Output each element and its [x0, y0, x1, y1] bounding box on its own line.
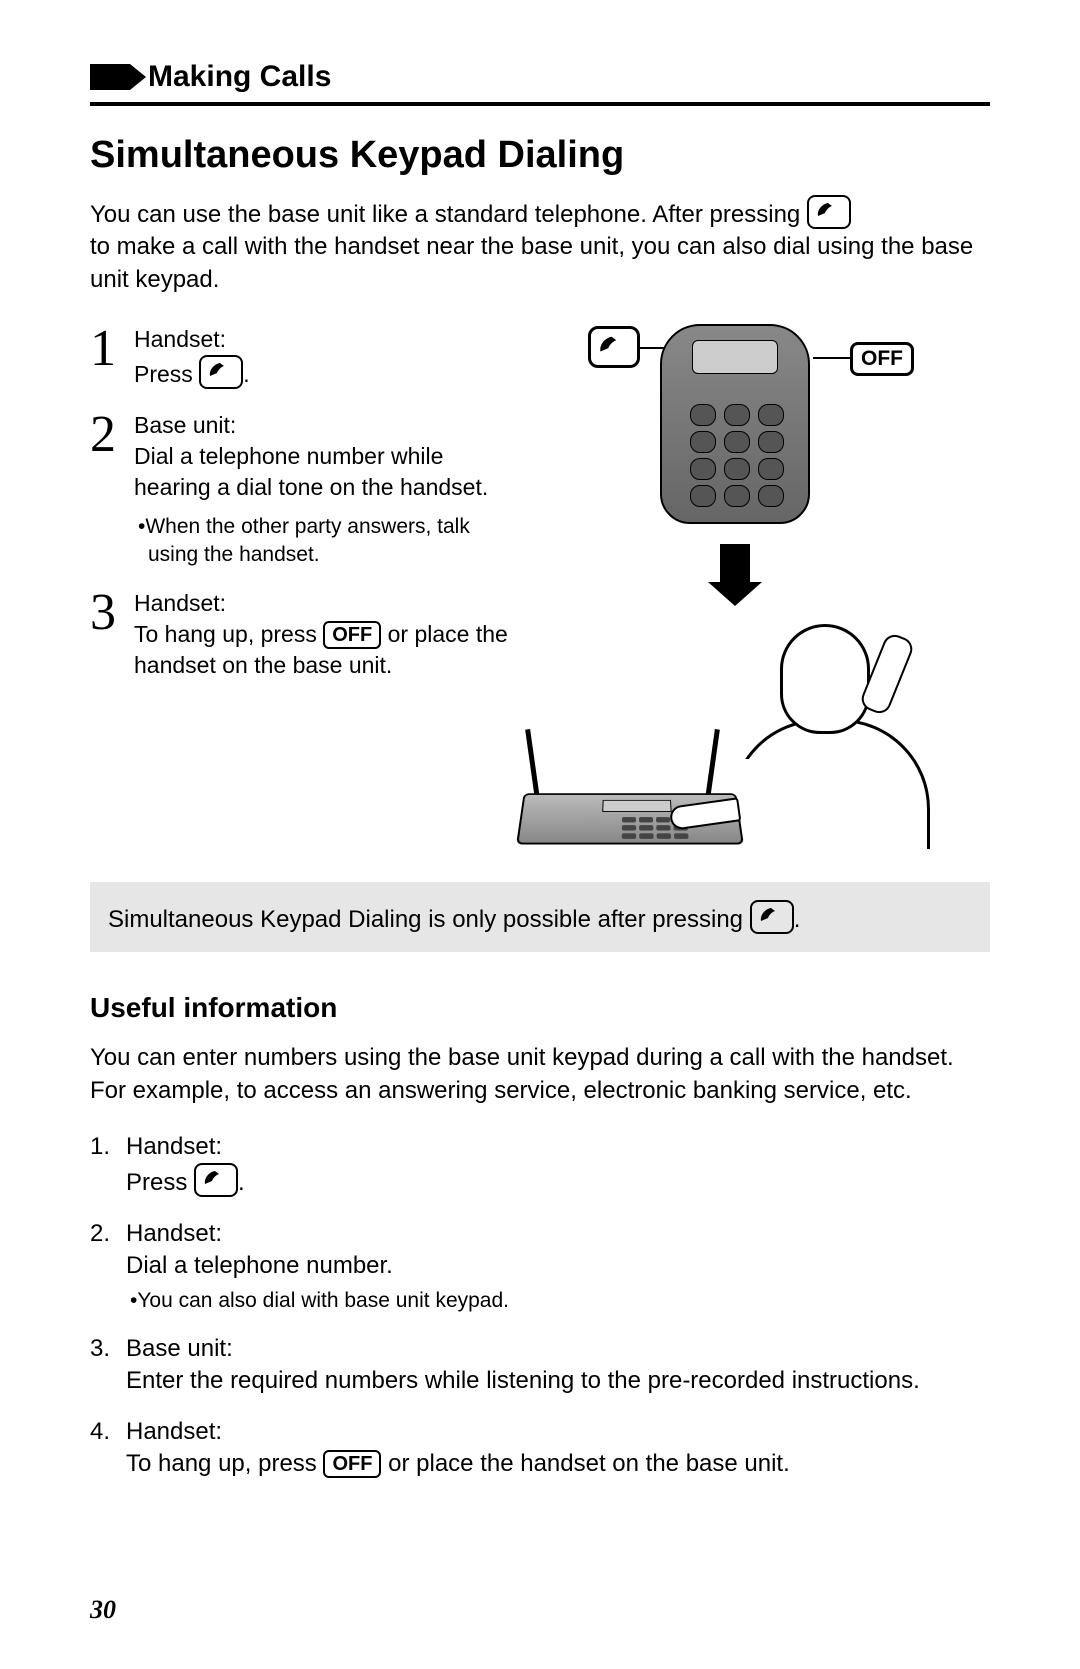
list-label: Base unit: — [126, 1335, 233, 1362]
list-text: Dial a telephone number. — [126, 1252, 393, 1279]
step-number: 2 — [90, 410, 134, 568]
list-text-post: or place the handset on the base unit. — [388, 1450, 790, 1477]
off-key-icon: OFF — [323, 1450, 381, 1478]
talk-icon — [194, 1163, 238, 1197]
intro-text-1: You can use the base unit like a standar… — [90, 201, 807, 228]
step-number: 3 — [90, 588, 134, 681]
list-label: Handset: — [126, 1220, 222, 1247]
step-text: Dial a telephone number while hearing a … — [134, 443, 488, 500]
steps-column: 1 Handset: Press . 2 Base unit: Dial a t… — [90, 324, 520, 854]
step-text-post: . — [243, 361, 249, 387]
list-text-post: . — [238, 1169, 245, 1196]
step-label: Handset: — [134, 326, 226, 352]
handset-illustration — [660, 324, 810, 524]
note-box: Simultaneous Keypad Dialing is only poss… — [90, 882, 990, 952]
intro-text-2: to make a call with the handset near the… — [90, 233, 973, 292]
list-number: 1. — [90, 1131, 126, 1200]
talk-icon — [750, 900, 794, 934]
step-body: Base unit: Dial a telephone number while… — [134, 410, 520, 568]
talk-icon — [199, 355, 243, 389]
usage-illustration — [500, 624, 950, 854]
list-label: Handset: — [126, 1418, 222, 1445]
list-text-pre: Press — [126, 1169, 194, 1196]
step-1: 1 Handset: Press . — [90, 324, 520, 390]
list-text: Enter the required numbers while listeni… — [126, 1367, 920, 1394]
list-item: 2. Handset: Dial a telephone number. •Yo… — [90, 1218, 990, 1315]
step-substep: •When the other party answers, talk usin… — [134, 513, 520, 568]
step-label: Handset: — [134, 590, 226, 616]
list-number: 2. — [90, 1218, 126, 1315]
step-3: 3 Handset: To hang up, press OFF or plac… — [90, 588, 520, 681]
talk-callout-icon — [588, 326, 640, 368]
note-text-pre: Simultaneous Keypad Dialing is only poss… — [108, 906, 750, 933]
step-body: Handset: To hang up, press OFF or place … — [134, 588, 520, 681]
steps-and-figure: 1 Handset: Press . 2 Base unit: Dial a t… — [90, 324, 990, 854]
off-key-icon: OFF — [323, 621, 381, 649]
section-header: Making Calls — [90, 60, 990, 94]
step-body: Handset: Press . — [134, 324, 250, 390]
figure-column: OFF — [540, 324, 990, 854]
useful-list: 1. Handset: Press . 2. Handset: Dial a t… — [90, 1131, 990, 1480]
talk-icon — [807, 195, 851, 229]
off-callout: OFF — [850, 342, 914, 376]
section-title: Making Calls — [148, 60, 331, 94]
step-label: Base unit: — [134, 412, 236, 438]
step-text-pre: Press — [134, 361, 199, 387]
list-item: 3. Base unit: Enter the required numbers… — [90, 1333, 990, 1398]
header-rule — [90, 102, 990, 106]
list-number: 3. — [90, 1333, 126, 1398]
list-subtext: •You can also dial with base unit keypad… — [126, 1287, 990, 1315]
list-text-pre: To hang up, press — [126, 1450, 323, 1477]
arrow-icon — [90, 64, 130, 90]
step-text-pre: To hang up, press — [134, 621, 323, 647]
list-item: 1. Handset: Press . — [90, 1131, 990, 1200]
note-text-post: . — [794, 906, 801, 933]
page-number: 30 — [90, 1595, 116, 1625]
intro-paragraph: You can use the base unit like a standar… — [90, 195, 990, 296]
useful-heading: Useful information — [90, 992, 990, 1024]
useful-paragraph: You can enter numbers using the base uni… — [90, 1042, 990, 1107]
down-arrow-icon — [720, 544, 750, 584]
page-title: Simultaneous Keypad Dialing — [90, 134, 990, 177]
list-item: 4. Handset: To hang up, press OFF or pla… — [90, 1416, 990, 1481]
list-number: 4. — [90, 1416, 126, 1481]
list-label: Handset: — [126, 1133, 222, 1160]
step-number: 1 — [90, 324, 134, 390]
step-2: 2 Base unit: Dial a telephone number whi… — [90, 410, 520, 568]
